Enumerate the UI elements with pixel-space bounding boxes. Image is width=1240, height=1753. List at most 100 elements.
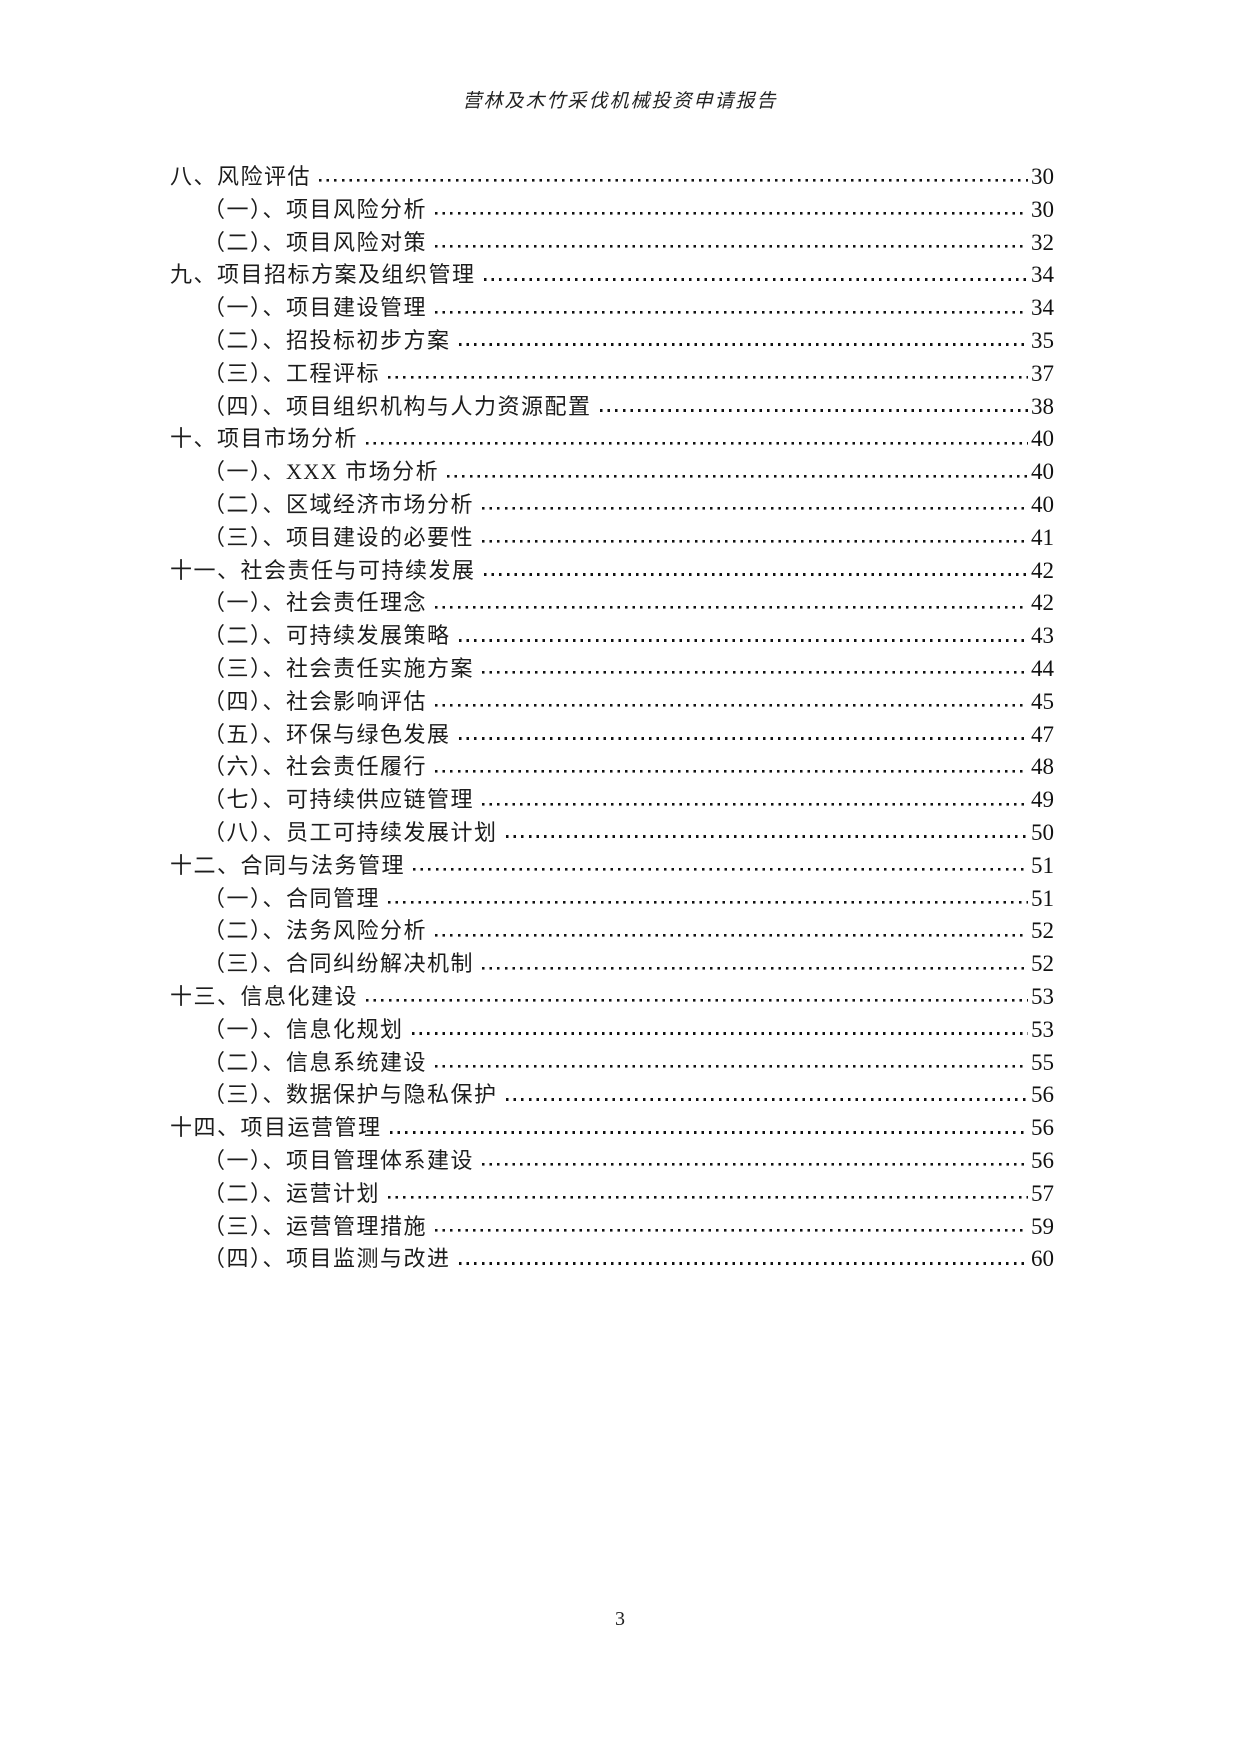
toc-entry[interactable]: （五）、环保与绿色发展 47 [170, 717, 1054, 750]
toc-entry-page-number: 42 [1031, 590, 1054, 616]
dot-leader [483, 557, 1028, 578]
toc-entry-title: （四）、项目监测与改进 [203, 1246, 451, 1272]
toc-entry[interactable]: （一）、信息化规划 53 [170, 1012, 1054, 1045]
toc-entry[interactable]: （一）、项目风险分析 30 [170, 192, 1054, 225]
dot-leader [388, 1180, 1028, 1201]
toc-entry-title: （一）、信息化规划 [203, 1016, 404, 1042]
toc-entry-page-number: 42 [1031, 557, 1054, 583]
toc-entry[interactable]: 九、项目招标方案及组织管理 34 [170, 257, 1054, 290]
toc-entry-page-number: 56 [1031, 1147, 1054, 1173]
toc-entry[interactable]: （八）、员工可持续发展计划 50 [170, 815, 1054, 848]
dot-leader [388, 360, 1028, 381]
toc-entry[interactable]: （一）、项目管理体系建设 56 [170, 1143, 1054, 1176]
dot-leader [458, 1246, 1028, 1267]
toc-entry[interactable]: 八、风险评估 30 [170, 159, 1054, 192]
toc-entry-page-number: 60 [1031, 1246, 1054, 1272]
toc-entry-page-number: 56 [1031, 1082, 1054, 1108]
toc-entry[interactable]: （二）、运营计划 57 [170, 1176, 1054, 1209]
dot-leader [482, 1148, 1028, 1168]
toc-entry-page-number: 44 [1031, 655, 1054, 681]
toc-entry-title: （二）、运营计划 [203, 1180, 381, 1206]
toc-entry-title: （二）、招投标初步方案 [203, 327, 451, 353]
toc-entry-page-number: 49 [1031, 787, 1054, 813]
toc-entry[interactable]: （四）、项目监测与改进 60 [170, 1241, 1054, 1274]
toc-entry-title: （二）、法务风险分析 [203, 918, 428, 944]
toc-entry-page-number: 41 [1031, 524, 1054, 550]
dot-leader [388, 885, 1028, 906]
toc-entry-page-number: 34 [1031, 295, 1054, 321]
toc-entry[interactable]: （三）、运营管理措施 59 [170, 1209, 1054, 1242]
toc-entry[interactable]: 十、项目市场分析 40 [170, 421, 1054, 454]
dot-leader [482, 524, 1028, 545]
dot-leader [482, 951, 1028, 972]
toc-entry-title: （一）、项目建设管理 [203, 295, 428, 321]
toc-entry-title: （三）、工程评标 [203, 360, 381, 386]
toc-entry[interactable]: （三）、合同纠纷解决机制 52 [170, 946, 1054, 979]
dot-leader [435, 229, 1028, 250]
page-footer-number: 3 [615, 1608, 625, 1630]
toc-entry-page-number: 52 [1031, 951, 1054, 977]
toc-entry-title: （二）、项目风险对策 [203, 229, 428, 255]
toc-entry[interactable]: 十四、项目运营管理 56 [170, 1110, 1054, 1143]
toc-entry[interactable]: （四）、项目组织机构与人力资源配置 38 [170, 389, 1054, 422]
toc-entry[interactable]: 十二、合同与法务管理 51 [170, 848, 1054, 881]
toc-entry-title: （一）、XXX 市场分析 [203, 459, 440, 485]
toc-entry[interactable]: （二）、招投标初步方案 35 [170, 323, 1054, 356]
toc-entry-page-number: 38 [1031, 393, 1054, 419]
toc-entry[interactable]: （一）、XXX 市场分析 40 [170, 454, 1054, 487]
dot-leader [458, 623, 1028, 644]
toc-entry-title: （三）、数据保护与隐私保护 [203, 1082, 498, 1108]
toc-entry-title: 十三、信息化建设 [170, 983, 359, 1009]
toc-entry-title: （二）、可持续发展策略 [203, 623, 451, 649]
toc-entry-title: （六）、社会责任履行 [203, 754, 428, 780]
toc-entry-page-number: 51 [1031, 885, 1054, 911]
dot-leader [458, 721, 1028, 742]
toc-entry-page-number: 55 [1031, 1049, 1054, 1075]
toc-entry[interactable]: （三）、工程评标 37 [170, 356, 1054, 389]
toc-entry-page-number: 56 [1031, 1115, 1054, 1141]
toc-entry[interactable]: 十三、信息化建设 53 [170, 979, 1054, 1012]
toc-entry-page-number: 45 [1031, 688, 1054, 714]
toc-entry-title: （一）、合同管理 [203, 885, 381, 911]
dot-leader [389, 1115, 1028, 1136]
toc-entry-page-number: 53 [1031, 1016, 1054, 1042]
toc-entry[interactable]: （四）、社会影响评估 45 [170, 684, 1054, 717]
toc-entry-title: （八）、员工可持续发展计划 [203, 819, 498, 845]
toc-entry-title: 十一、社会责任与可持续发展 [170, 557, 476, 583]
dot-leader [435, 1213, 1028, 1234]
toc-entry-title: 十二、合同与法务管理 [170, 852, 406, 878]
toc-entry-title: （一）、项目管理体系建设 [203, 1147, 475, 1173]
toc-entry[interactable]: （一）、合同管理 51 [170, 881, 1054, 914]
toc-entry-page-number: 30 [1031, 164, 1054, 189]
toc-entry[interactable]: （七）、可持续供应链管理 49 [170, 782, 1054, 815]
toc-entry-page-number: 48 [1031, 754, 1054, 780]
toc-entry[interactable]: （二）、项目风险对策 32 [170, 225, 1054, 258]
toc-entry[interactable]: （一）、项目建设管理 34 [170, 290, 1054, 323]
dot-leader [505, 1082, 1028, 1103]
toc-entry-page-number: 59 [1031, 1213, 1054, 1239]
toc-entry[interactable]: （三）、项目建设的必要性 41 [170, 520, 1054, 553]
toc-entry[interactable]: （二）、法务风险分析 52 [170, 913, 1054, 946]
toc-entry[interactable]: （六）、社会责任履行 48 [170, 749, 1054, 782]
toc-entry-title: （三）、合同纠纷解决机制 [203, 951, 475, 977]
toc-entry[interactable]: （二）、信息系统建设 55 [170, 1045, 1054, 1078]
toc-entry[interactable]: 十一、社会责任与可持续发展 42 [170, 553, 1054, 586]
toc-entry[interactable]: （二）、可持续发展策略 43 [170, 618, 1054, 651]
toc-entry[interactable]: （三）、数据保护与隐私保护 56 [170, 1077, 1054, 1110]
toc-entry[interactable]: （二）、区域经济市场分析 40 [170, 487, 1054, 520]
dot-leader [599, 393, 1028, 414]
toc-entry-title: 八、风险评估 [170, 164, 312, 189]
dot-leader [435, 590, 1028, 611]
toc-entry[interactable]: （一）、社会责任理念 42 [170, 585, 1054, 618]
toc-entry[interactable]: （三）、社会责任实施方案 44 [170, 651, 1054, 684]
table-of-contents: 八、风险评估 30 （一）、项目风险分析 30 （二）、项目风险对策 32 九、项目招标方案… [170, 159, 1054, 1274]
toc-entry-page-number: 40 [1031, 426, 1054, 452]
dot-leader [483, 262, 1028, 283]
toc-entry-title: （三）、社会责任实施方案 [203, 655, 475, 681]
dot-leader [505, 820, 1028, 840]
dot-leader [435, 918, 1028, 939]
toc-entry-title: （四）、社会影响评估 [203, 688, 428, 714]
toc-entry-title: （三）、项目建设的必要性 [203, 524, 475, 550]
toc-entry-page-number: 50 [1031, 819, 1054, 845]
toc-entry-title: （七）、可持续供应链管理 [203, 787, 475, 813]
